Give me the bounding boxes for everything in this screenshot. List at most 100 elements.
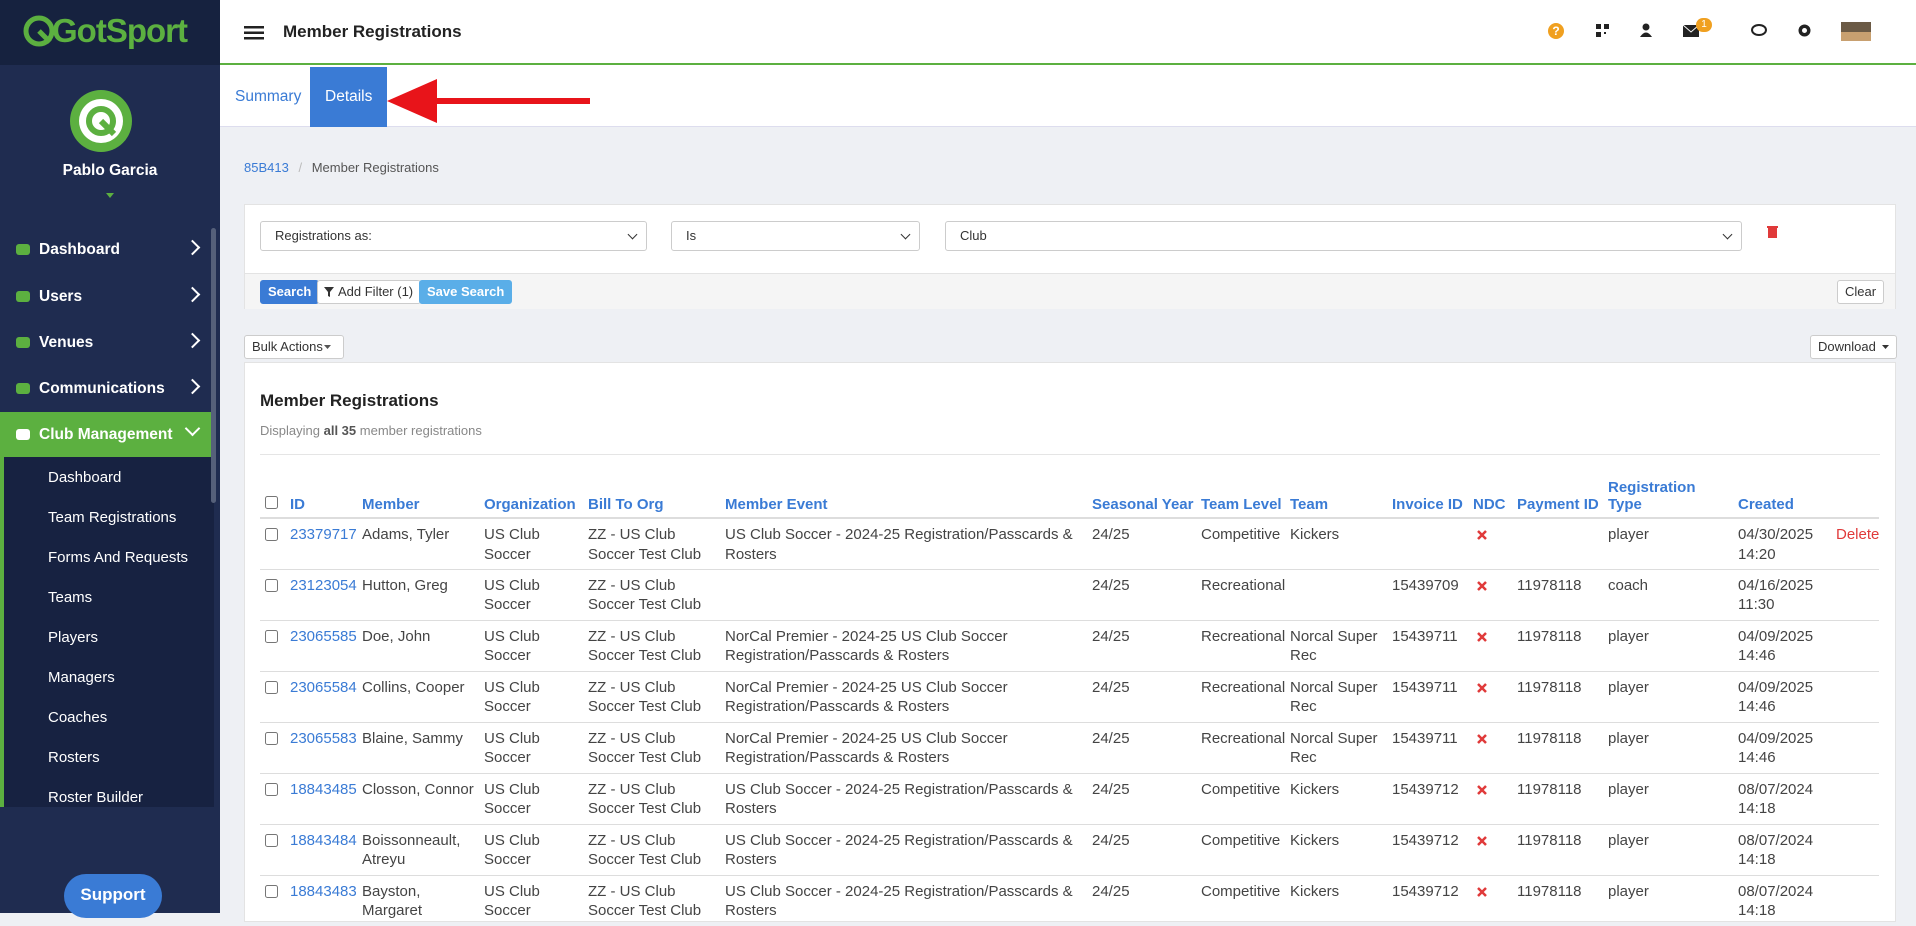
save-search-button[interactable]: Save Search [419, 280, 513, 304]
checkbox[interactable] [265, 833, 278, 847]
ndc-cell [1470, 721, 1514, 773]
clear-button[interactable]: Clear [1837, 280, 1885, 304]
submenu-item[interactable]: Managers [48, 669, 115, 686]
team-cell: Kickers [1287, 823, 1389, 875]
select-all[interactable] [260, 475, 287, 519]
checkbox[interactable] [265, 884, 278, 898]
id-cell[interactable]: 23065583 [287, 721, 359, 773]
table-row: 23379717 Adams, Tyler US Club Soccer ZZ - U… [260, 517, 1879, 569]
filter-field[interactable]: Registrations as: [260, 221, 647, 251]
submenu-item[interactable]: Rosters [48, 749, 100, 766]
tab[interactable]: Summary [235, 88, 302, 105]
profile-image[interactable] [1841, 22, 1871, 41]
submenu-item[interactable]: Teams [48, 589, 93, 606]
submenu: Dashboard Team Registrations Forms And Req… [0, 457, 214, 807]
organization-cell: US Club Soccer [481, 721, 585, 773]
submenu-item[interactable]: Dashboard [48, 469, 122, 486]
member-cell: Adams, Tyler [359, 517, 481, 569]
table-row: 18843484 Boissonneault, Atreyu US Club Soc… [260, 823, 1879, 875]
id-cell[interactable]: 18843484 [287, 823, 359, 875]
action-cell[interactable] [1833, 568, 1879, 620]
column-header[interactable]: Member [359, 475, 481, 519]
column-header[interactable]: Created [1735, 475, 1833, 519]
delete-filter-icon[interactable] [1767, 225, 1778, 238]
member-event-cell: US Club Soccer - 2024-25 Registration/Pa… [722, 517, 1089, 569]
menu-item[interactable]: Club Management [0, 412, 214, 457]
id-cell[interactable]: 23065585 [287, 619, 359, 671]
team-level-cell: Recreational [1198, 568, 1287, 620]
caret[interactable] [106, 193, 114, 199]
column-header[interactable]: Payment ID [1514, 475, 1605, 519]
column-header[interactable]: Registration Type [1605, 475, 1735, 519]
column-header[interactable]: ID [287, 475, 359, 519]
action-cell[interactable] [1833, 772, 1879, 824]
column-header[interactable]: Member Event [722, 475, 1089, 519]
user-icon[interactable] [1639, 23, 1653, 37]
checkbox[interactable] [265, 578, 278, 592]
submenu-item[interactable]: Roster Builder [48, 789, 144, 806]
chevron [184, 378, 201, 395]
menu-icon [16, 429, 30, 440]
support-button[interactable]: Support [64, 874, 162, 918]
chat-icon[interactable] [1751, 24, 1767, 38]
chevron [184, 332, 201, 349]
filter-value[interactable]: Club [945, 221, 1742, 251]
checkbox[interactable] [265, 629, 278, 643]
menu-item[interactable]: Venues [0, 320, 214, 365]
table-row: 18843483 Bayston, Margaret US Club Soccer Z… [260, 874, 1879, 926]
bill-to-org-cell: ZZ - US Club Soccer Test Club [585, 619, 722, 671]
id-cell[interactable]: 23123054 [287, 568, 359, 620]
download-button[interactable]: Download [1810, 335, 1897, 359]
action-cell[interactable] [1833, 874, 1879, 926]
action-cell[interactable] [1833, 823, 1879, 875]
menu-item[interactable]: Communications [0, 366, 214, 411]
checkbox[interactable] [265, 528, 278, 541]
id-cell[interactable]: 18843485 [287, 772, 359, 824]
column-header[interactable]: Seasonal Year [1089, 475, 1198, 519]
help-icon[interactable]: ? [1547, 22, 1565, 40]
filter-operator[interactable]: Is [671, 221, 920, 251]
column-header[interactable]: Bill To Org [585, 475, 722, 519]
card-subtitle: Displaying all 35 member registrations [260, 423, 482, 438]
settings-icon[interactable] [1797, 23, 1812, 38]
action-cell[interactable]: Delete [1833, 517, 1879, 569]
user-name[interactable]: Pablo Garcia [62, 162, 158, 179]
action-cell[interactable] [1833, 619, 1879, 671]
checkbox[interactable] [265, 731, 278, 745]
checkbox[interactable] [265, 782, 278, 796]
tab-bar: Summary Details [220, 65, 1916, 127]
select-cell [260, 721, 287, 773]
ndc-icon [1477, 530, 1487, 540]
column-header[interactable]: Invoice ID [1389, 475, 1470, 519]
column-header[interactable]: Team Level [1198, 475, 1287, 519]
select-cell [260, 517, 287, 569]
member-event-cell: US Club Soccer - 2024-25 Registration/Pa… [722, 874, 1089, 926]
ndc-icon [1477, 784, 1487, 795]
submenu-item[interactable]: Team Registrations [48, 509, 177, 526]
seasonal-year-cell: 24/25 [1089, 772, 1198, 824]
menu-icon [16, 383, 30, 394]
payment-id-cell: 11978118 [1514, 874, 1605, 926]
menu-item[interactable]: Users [0, 274, 214, 319]
tab-active[interactable]: Details [310, 67, 388, 127]
submenu-item[interactable]: Players [48, 629, 99, 646]
qr-icon[interactable] [1596, 24, 1609, 37]
column-header[interactable]: Organization [481, 475, 585, 519]
id-cell[interactable]: 23065584 [287, 670, 359, 722]
search-button[interactable]: Search [260, 280, 320, 304]
team-level-cell: Recreational [1198, 721, 1287, 773]
submenu-item[interactable]: Coaches [48, 709, 108, 726]
id-cell[interactable]: 23379717 [287, 517, 359, 569]
checkbox[interactable] [265, 680, 278, 694]
column-header[interactable]: NDC [1470, 475, 1514, 519]
checkbox[interactable] [265, 496, 278, 509]
action-cell[interactable] [1833, 670, 1879, 722]
action-cell[interactable] [1833, 721, 1879, 773]
column-header[interactable]: Team [1287, 475, 1389, 519]
menu-item[interactable]: Dashboard [0, 227, 214, 272]
breadcrumb-link[interactable]: 85B413 [244, 160, 289, 175]
submenu-item[interactable]: Forms And Requests [48, 549, 189, 566]
id-cell[interactable]: 18843483 [287, 874, 359, 926]
hamburger[interactable] [244, 26, 264, 40]
